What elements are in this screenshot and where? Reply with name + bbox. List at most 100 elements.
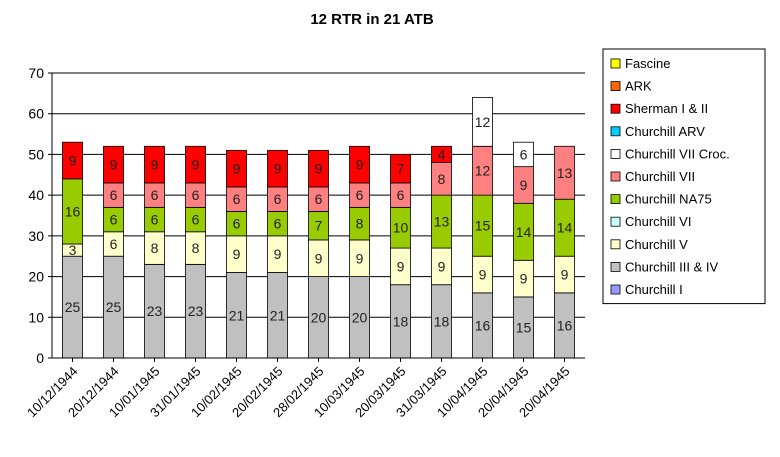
bar-segment [144, 145, 165, 184]
y-tick-label: 70 [28, 65, 44, 81]
bar-segment-label: 6 [192, 187, 200, 203]
bar-segment-label: 14 [557, 220, 573, 236]
bar-segment-label: 6 [397, 187, 405, 203]
bar-segment-label: 9 [274, 246, 282, 262]
y-tick-label: 20 [28, 269, 44, 285]
bar-segment-label: 12 [475, 114, 491, 130]
y-axis-ticks: 0 10 20 30 40 50 60 70 [28, 65, 52, 366]
legend-swatch [610, 284, 621, 295]
bar-segment [308, 149, 329, 188]
legend-entry: ARK [625, 79, 652, 94]
bar-segment-label: 9 [274, 161, 282, 177]
bar-segment-label: 6 [233, 191, 241, 207]
bar-segment-label: 16 [557, 317, 573, 333]
y-tick-label: 60 [28, 106, 44, 122]
x-axis-ticks: 10/12/194420/12/194410/01/194531/01/1945… [24, 358, 573, 420]
bar-segment-label: 15 [516, 319, 532, 335]
y-tick-label: 40 [28, 187, 44, 203]
legend-entry: Churchill I [625, 282, 683, 297]
bar-segment-label: 8 [438, 171, 446, 187]
bar-segment-label: 8 [356, 216, 364, 232]
legend-swatch [610, 58, 621, 69]
bar-segment-label: 9 [561, 267, 569, 283]
bars: 25 3 16 9 25 6 6 6 9 23 8 6 6 9 23 8 6 6 9 21 9 6 6 9 21 9 6 6 9 20 9 7… [62, 97, 575, 359]
bar-segment-label: 20 [311, 309, 327, 325]
bar-segment-label: 6 [110, 236, 118, 252]
bar-segment [103, 145, 124, 184]
bar-segment [554, 145, 575, 200]
bar-segment-label: 13 [434, 214, 450, 230]
legend-swatch [610, 239, 621, 250]
bar-segment-label: 7 [397, 161, 405, 177]
bar-segment-label: 13 [557, 165, 573, 181]
bar-segment-label: 6 [110, 212, 118, 228]
bar-segment-label: 9 [151, 157, 159, 173]
bar-segment [390, 154, 411, 184]
legend-entry: Churchill NA75 [625, 192, 712, 207]
legend-swatch [610, 216, 621, 227]
legend-swatch [610, 194, 621, 205]
bar-segment-label: 9 [233, 161, 241, 177]
bar-segment [62, 141, 83, 180]
bar-segment-label: 9 [356, 250, 364, 266]
bar-segment-label: 8 [192, 240, 200, 256]
legend-swatch [610, 171, 621, 182]
bar-segment-label: 6 [274, 191, 282, 207]
legend-entry: Fascine [625, 56, 671, 71]
bar-segment-label: 10 [393, 220, 409, 236]
bar-segment-label: 23 [147, 303, 163, 319]
bar-segment-label: 20 [352, 309, 368, 325]
bar-segment-label: 9 [110, 157, 118, 173]
y-tick-label: 30 [28, 228, 44, 244]
bar-segment [513, 141, 534, 168]
bar-segment-label: 6 [151, 187, 159, 203]
bar-segment-label: 21 [229, 307, 245, 323]
legend-entry: Churchill ARV [625, 124, 705, 139]
legend-entry: Churchill VI [625, 214, 691, 229]
bar-segment-label: 6 [520, 146, 528, 162]
bar-segment-label: 25 [65, 299, 81, 315]
bar-segment-label: 9 [233, 246, 241, 262]
bar-segment-label: 9 [69, 153, 77, 169]
chart-title: 12 RTR in 21 ATB [310, 11, 434, 28]
bar-segment-label: 9 [520, 177, 528, 193]
bar-segment-label: 18 [393, 313, 409, 329]
bar-segment [431, 145, 452, 163]
bar-segment-label: 6 [151, 212, 159, 228]
bar-segment [349, 145, 370, 184]
legend-entry: Churchill VII [625, 169, 695, 184]
legend-entry: Churchill III & IV [625, 259, 719, 274]
bar-segment [185, 145, 206, 184]
legend-box [602, 48, 766, 305]
bar-segment-label: 8 [151, 240, 159, 256]
bar-segment-label: 12 [475, 163, 491, 179]
legend-swatch [610, 103, 621, 114]
bar-segment-label: 6 [274, 216, 282, 232]
legend-swatch [610, 261, 621, 272]
bar-segment-label: 9 [438, 258, 446, 274]
bar-segment-label: 9 [520, 271, 528, 287]
bar-segment-label: 16 [65, 203, 81, 219]
bar-segment-label: 18 [434, 313, 450, 329]
bar-segment-label: 9 [397, 258, 405, 274]
y-tick-label: 10 [28, 309, 44, 325]
bar-segment-label: 6 [110, 187, 118, 203]
bar-segment-label: 16 [475, 317, 491, 333]
bar-segment-label: 9 [315, 161, 323, 177]
legend-swatch [610, 148, 621, 159]
bar-segment-label: 6 [233, 216, 241, 232]
bar-segment-label: 6 [315, 191, 323, 207]
bar-segment-label: 9 [479, 267, 487, 283]
bar-segment-label: 9 [192, 157, 200, 173]
bar-segment-label: 6 [192, 212, 200, 228]
y-tick-label: 0 [36, 350, 44, 366]
bar-segment-label: 21 [270, 307, 286, 323]
bar-segment-label: 3 [69, 242, 77, 258]
bar-segment-label: 9 [356, 157, 364, 173]
bar-segment-label: 6 [356, 187, 364, 203]
bar-segment-label: 9 [315, 250, 323, 266]
bar-segment [226, 149, 247, 188]
y-tick-label: 50 [28, 146, 44, 162]
legend-entry: Churchill VII Croc. [625, 146, 730, 161]
